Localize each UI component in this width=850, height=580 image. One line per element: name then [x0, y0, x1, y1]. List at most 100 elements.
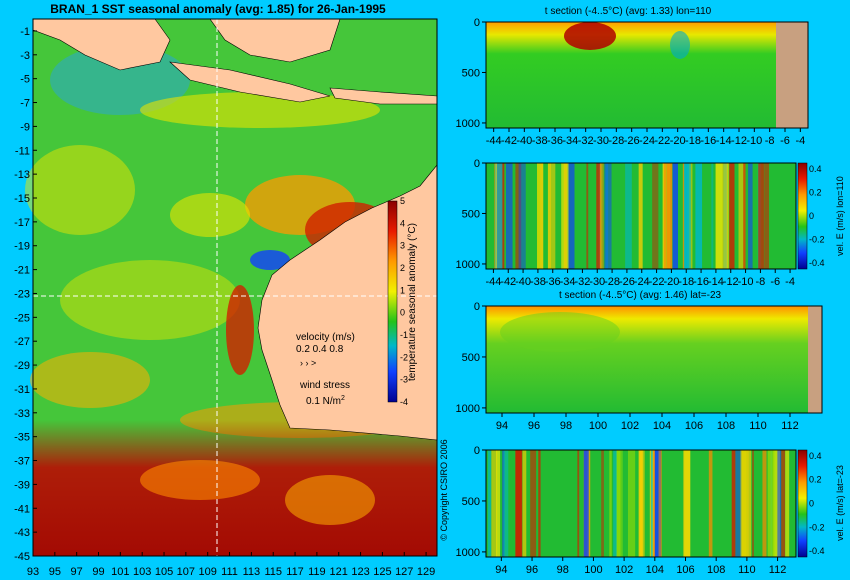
panel2-colorbar-label: vel. E (m/s) lon=110: [835, 176, 845, 256]
panel3-land-mask: [808, 306, 822, 413]
velocity-stripe: [762, 450, 767, 557]
velocity-stripe: [764, 163, 769, 269]
velocity-stripe: [538, 450, 541, 557]
panel-x-tick-label: -42: [501, 135, 517, 147]
panel1-land-mask: [776, 22, 808, 128]
map-lon-tick-label: 99: [92, 566, 104, 578]
panel-x-tick-label: -16: [693, 276, 709, 288]
panel-x-tick-label: -44: [486, 135, 502, 147]
map-colorbar-tick-label: 2: [400, 263, 405, 273]
panel-x-tick-label: -18: [678, 276, 694, 288]
panel-depth-tick-label: 0: [474, 17, 480, 29]
velocity-stripe: [487, 450, 492, 557]
panel1-y-axis: 0 500 1000: [456, 17, 486, 130]
panel-x-tick-label: -28: [604, 276, 620, 288]
velocity-stripe: [682, 450, 691, 557]
panel1-cool-patch: [670, 31, 690, 59]
panel-vel-section-lat23: 0.4 0.2 0 -0.2 -0.4 vel. E (m/s) lat=-23 0 50…: [456, 445, 845, 576]
map-lon-tick-label: 119: [308, 566, 326, 578]
map-lat-tick-label: -7: [20, 98, 30, 110]
copyright-text: © Copyright CSIRO 2006: [439, 439, 449, 540]
panel-x-tick-label: -14: [708, 276, 724, 288]
velocity-stripe: [651, 450, 653, 557]
panel2-x-axis: -44-42-40-38-36-34-32-30-28-26-24-22-20-…: [485, 269, 795, 288]
panel3-title: t section (-4..5°C) (avg: 1.46) lat=-23: [559, 290, 722, 301]
velocity-stripe: [515, 450, 522, 557]
panel-x-tick-label: 106: [676, 564, 694, 576]
panel4-x-axis: 94 96 98 100 102 104 106 108 110 112: [495, 557, 786, 576]
velocity-stripe: [666, 163, 673, 269]
panel-x-tick-label: -20: [670, 135, 686, 147]
panel1-warm-core: [564, 22, 616, 50]
panel-x-tick-label: 104: [646, 564, 664, 576]
velocity-stripe: [664, 163, 667, 269]
panel-x-tick-label: 102: [621, 420, 639, 432]
panel-x-tick-label: 104: [653, 420, 671, 432]
panel-x-tick-label: -32: [574, 276, 590, 288]
map-colorbar-ticks: 5 4 3 2 1 0 -1 -2 -3 -4: [400, 196, 408, 407]
panel-x-tick-label: -8: [756, 276, 766, 288]
map-lat-tick-label: -27: [14, 336, 30, 348]
velocity-stripe: [599, 163, 604, 269]
velocity-stripe: [684, 163, 691, 269]
map-lon-tick-label: 109: [199, 566, 217, 578]
panel-x-tick-label: 102: [615, 564, 633, 576]
velocity-legend-scale: 0.2 0.4 0.8: [296, 344, 344, 355]
velocity-stripe: [638, 163, 643, 269]
map-colorbar-tick-label: 3: [400, 241, 405, 251]
panel-x-tick-label: -16: [700, 135, 716, 147]
map-lon-tick-label: 125: [373, 566, 391, 578]
velocity-stripe: [522, 450, 527, 557]
velocity-stripe: [625, 163, 632, 269]
velocity-stripe: [767, 450, 776, 557]
map-lat-tick-label: -3: [20, 50, 30, 62]
wind-legend: wind stress 0.1 N/m2: [299, 380, 350, 407]
panel4-colorbar: [797, 449, 808, 558]
velocity-stripe: [609, 450, 612, 557]
velocity-stripe: [715, 163, 723, 269]
panel-x-tick-label: 108: [717, 420, 735, 432]
map-lon-tick-label: 107: [177, 566, 195, 578]
velocity-stripe: [731, 450, 736, 557]
velocity-stripe: [777, 450, 782, 557]
velocity-stripe: [613, 450, 617, 557]
velocity-stripe: [537, 163, 541, 269]
map-lat-tick-label: -29: [14, 360, 30, 372]
velocity-stripe: [722, 163, 728, 269]
map-lon-tick-label: 97: [71, 566, 83, 578]
velocity-stripe: [596, 163, 601, 269]
panel-x-tick-label: 112: [781, 420, 799, 432]
panel-x-tick-label: -30: [593, 135, 609, 147]
panel-x-tick-label: -12: [731, 135, 747, 147]
velocity-stripe: [741, 450, 749, 557]
panel-colorbar-tick-label: 0: [809, 211, 814, 221]
panel-x-tick-label: -34: [562, 135, 578, 147]
velocity-stripe: [502, 450, 505, 557]
velocity-stripe: [695, 163, 703, 269]
panel2-colorbar: [797, 162, 808, 270]
velocity-stripe: [551, 163, 556, 269]
panel-x-tick-label: -4: [785, 276, 795, 288]
velocity-stripe: [601, 450, 604, 557]
panel4-velocity-stripes: [487, 450, 790, 557]
map-colorbar-label: temperature seasonal anomaly (°C): [407, 223, 418, 381]
map-frame: [32, 18, 438, 557]
map-colorbar-tick-label: -1: [400, 330, 408, 340]
velocity-stripe: [567, 163, 575, 269]
map-lon-tick-label: 121: [330, 566, 348, 578]
map-lat-tick-label: -15: [14, 193, 30, 205]
map-colorbar-tick-label: -2: [400, 352, 408, 362]
panel-x-tick-label: -22: [654, 135, 670, 147]
map-lon-tick-label: 113: [243, 566, 261, 578]
velocity-stripe: [708, 450, 713, 557]
panel-x-tick-label: 94: [496, 420, 508, 432]
panel-x-tick-label: -26: [624, 135, 640, 147]
velocity-stripe: [738, 163, 746, 269]
map-lon-tick-label: 105: [155, 566, 173, 578]
map-colorbar-tick-label: 5: [400, 196, 405, 206]
panel-colorbar-tick-label: 0.4: [809, 451, 822, 461]
panel-x-tick-label: 112: [769, 564, 787, 576]
panel-x-tick-label: -18: [685, 135, 701, 147]
panel-x-tick-label: -20: [663, 276, 679, 288]
panel-depth-tick-label: 0: [474, 445, 480, 457]
